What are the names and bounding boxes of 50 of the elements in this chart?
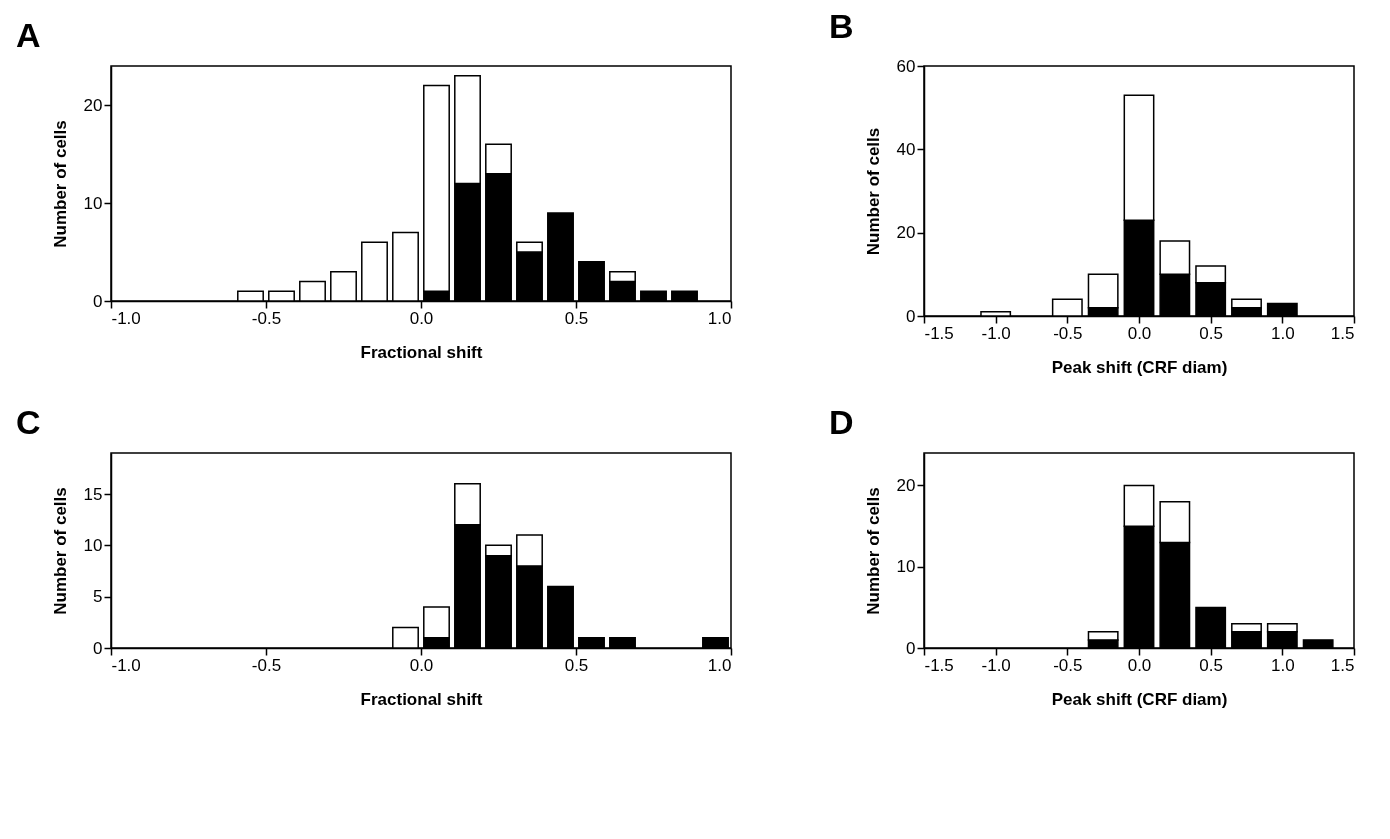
chart-title: B bbox=[829, 7, 854, 45]
x-axis-title: Fractional shift bbox=[360, 342, 483, 362]
chart-title: C bbox=[16, 403, 41, 441]
y-axis-title: Number of cells bbox=[50, 120, 70, 248]
x-tick-label: -1.0 bbox=[981, 323, 1011, 343]
x-tick-label: -0.5 bbox=[1053, 323, 1083, 343]
y-tick-label: 5 bbox=[93, 587, 103, 607]
y-tick-label: 10 bbox=[83, 535, 103, 555]
x-tick-label: 1.5 bbox=[1330, 655, 1355, 675]
y-axis-title: Number of cells bbox=[50, 487, 70, 615]
x-tick-label: 0.5 bbox=[1199, 323, 1223, 343]
x-tick-label: 0.0 bbox=[409, 308, 434, 328]
x-tick-label: 1.0 bbox=[1271, 655, 1295, 675]
x-tick-label: -1.5 bbox=[924, 323, 954, 343]
x-tick-label: 1.0 bbox=[1271, 323, 1295, 343]
chart-title: A bbox=[16, 16, 41, 54]
x-tick-label: 0.5 bbox=[1199, 655, 1223, 675]
x-tick-label: 1.0 bbox=[707, 655, 732, 675]
y-tick-label: 20 bbox=[896, 476, 916, 495]
x-axis-title: Peak shift (CRF diam) bbox=[1051, 357, 1228, 377]
x-tick-label: 0.5 bbox=[564, 655, 589, 675]
chart-title: D bbox=[829, 403, 854, 441]
y-tick-label: 0 bbox=[906, 638, 916, 658]
y-tick-label: 60 bbox=[896, 56, 916, 76]
x-tick-label: 0.0 bbox=[1127, 323, 1152, 343]
y-tick-label: 40 bbox=[896, 139, 916, 159]
x-tick-label: -1.0 bbox=[111, 655, 141, 675]
y-tick-label: 20 bbox=[896, 223, 916, 243]
x-axis-title: Fractional shift bbox=[360, 689, 483, 709]
y-axis-title: Number of cells bbox=[863, 487, 883, 615]
x-axis-title: Peak shift (CRF diam) bbox=[1051, 689, 1228, 709]
x-tick-label: 1.0 bbox=[707, 308, 732, 328]
x-tick-label: 0.0 bbox=[409, 655, 434, 675]
x-tick-label: -1.5 bbox=[924, 655, 954, 675]
y-tick-label: 15 bbox=[83, 484, 103, 504]
x-tick-label: -1.0 bbox=[981, 655, 1011, 675]
x-tick-label: 1.5 bbox=[1330, 323, 1355, 343]
y-tick-label: 0 bbox=[906, 306, 916, 326]
x-tick-label: 0.0 bbox=[1127, 655, 1152, 675]
y-tick-label: 10 bbox=[83, 193, 103, 213]
y-tick-label: 10 bbox=[896, 557, 916, 577]
x-tick-label: 0.5 bbox=[564, 308, 589, 328]
y-tick-label: 20 bbox=[83, 95, 103, 115]
x-tick-label: -0.5 bbox=[1053, 655, 1083, 675]
x-tick-label: -0.5 bbox=[251, 308, 282, 328]
x-tick-label: -1.0 bbox=[111, 308, 141, 328]
y-tick-label: 0 bbox=[93, 638, 103, 658]
y-tick-label: 0 bbox=[93, 291, 103, 311]
x-tick-label: -0.5 bbox=[251, 655, 282, 675]
y-axis-title: Number of cells bbox=[863, 127, 883, 256]
